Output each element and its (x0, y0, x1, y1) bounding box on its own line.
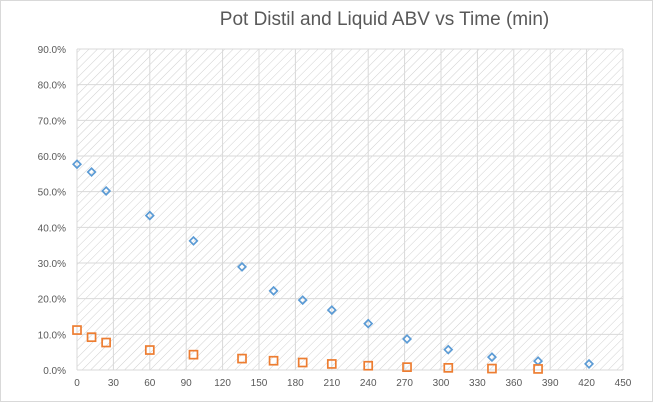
x-tick-label: 210 (323, 378, 340, 389)
x-tick-label: 270 (396, 378, 413, 389)
x-tick-label: 180 (287, 378, 304, 389)
series-2-point (144, 345, 155, 355)
series-2-point (268, 355, 279, 366)
x-tick-label: 300 (433, 378, 450, 389)
series-2-point (297, 357, 308, 368)
series-1-point (584, 358, 595, 369)
y-tick-label: 10.0% (38, 330, 66, 341)
x-tick-label: 240 (360, 378, 377, 389)
y-tick-label: 20.0% (38, 295, 66, 306)
data-points (71, 159, 595, 374)
series-1-point (71, 159, 83, 170)
series-2-point (188, 349, 199, 360)
x-tick-label: 420 (578, 378, 595, 389)
series-2-point (443, 363, 454, 373)
gridlines (76, 48, 624, 371)
series-1-point (144, 210, 155, 221)
x-tick-label: 330 (469, 378, 486, 389)
series-1-point (443, 344, 454, 355)
x-tick-label: 120 (214, 378, 231, 389)
series-2-point (487, 363, 497, 374)
x-tick-label: 30 (108, 378, 120, 389)
x-tick-label: 450 (615, 378, 632, 389)
y-tick-label: 90.0% (38, 45, 66, 56)
y-tick-label: 30.0% (38, 259, 66, 270)
series-1-point (402, 333, 413, 344)
series-1-point (486, 352, 497, 363)
series-1-point (237, 261, 248, 272)
series-1-point (188, 235, 199, 246)
series-2-point (72, 325, 82, 335)
series-2-point (363, 360, 374, 371)
x-tick-label: 150 (251, 378, 268, 389)
y-tick-label: 70.0% (38, 116, 66, 127)
chart-title: Pot Distil and Liquid ABV vs Time (min) (219, 9, 550, 30)
y-tick-label: 60.0% (38, 152, 66, 163)
series-1-point (86, 167, 97, 178)
series-2-point (86, 332, 97, 343)
series-1-point (268, 285, 279, 296)
series-1-point (363, 318, 374, 329)
series-2-point (101, 337, 111, 348)
y-tick-label: 80.0% (38, 81, 66, 92)
x-tick-label: 90 (181, 378, 193, 389)
series-1-point (297, 295, 308, 306)
x-tick-label: 60 (144, 378, 156, 389)
plot-area (77, 49, 623, 370)
series-2-point (237, 353, 247, 364)
series-1-point (101, 185, 112, 196)
y-tick-label: 0.0% (43, 366, 66, 377)
series-1-point (326, 305, 337, 316)
y-tick-label: 50.0% (38, 188, 66, 199)
tick-labels: 0 30 60 90 120 150 180 210 240 270 300 330 360 390 420… (38, 45, 632, 389)
series-2-point (402, 362, 412, 372)
x-tick-label: 0 (74, 378, 80, 389)
y-tick-label: 40.0% (38, 223, 66, 234)
x-tick-label: 390 (542, 378, 559, 389)
plot-area-hatch (77, 49, 623, 370)
series-2-point (533, 364, 543, 374)
x-tick-label: 360 (505, 378, 522, 389)
series-2-point (326, 359, 337, 369)
